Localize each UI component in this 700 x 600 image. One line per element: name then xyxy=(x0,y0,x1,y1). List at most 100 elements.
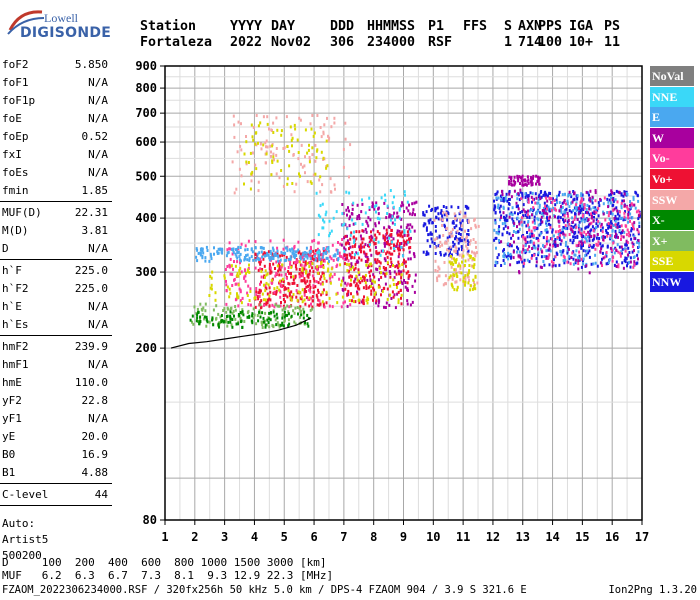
data-point xyxy=(368,262,371,266)
data-point xyxy=(287,257,290,261)
data-point xyxy=(274,274,277,278)
data-point xyxy=(339,263,342,267)
data-point xyxy=(455,272,458,276)
data-point xyxy=(553,199,556,202)
data-point xyxy=(321,271,324,275)
data-point xyxy=(558,263,561,267)
data-point xyxy=(442,205,445,208)
data-point xyxy=(344,300,346,304)
data-point xyxy=(437,265,440,269)
data-point xyxy=(347,293,350,296)
data-point xyxy=(348,253,351,257)
data-point xyxy=(609,246,612,250)
data-point xyxy=(389,284,392,288)
data-point xyxy=(385,301,388,305)
data-point xyxy=(368,270,371,274)
data-point xyxy=(227,250,230,254)
data-point xyxy=(302,312,305,316)
data-point xyxy=(353,230,355,234)
data-point xyxy=(594,199,597,203)
data-point xyxy=(588,271,591,275)
data-point xyxy=(301,288,304,292)
data-point xyxy=(317,241,320,245)
data-point xyxy=(611,259,614,263)
data-point xyxy=(582,259,584,263)
data-point xyxy=(502,249,505,253)
data-point xyxy=(619,231,622,235)
data-point xyxy=(308,265,311,269)
data-point xyxy=(636,253,639,257)
data-point xyxy=(243,275,246,279)
data-point xyxy=(354,284,357,288)
data-point xyxy=(593,234,596,238)
data-point xyxy=(365,219,368,223)
data-point xyxy=(359,276,362,280)
data-point xyxy=(198,321,201,325)
data-point xyxy=(524,240,527,244)
data-point xyxy=(259,258,262,262)
data-point xyxy=(256,252,259,256)
data-point xyxy=(412,252,415,256)
data-point xyxy=(403,258,405,262)
data-point xyxy=(580,242,583,246)
data-point xyxy=(580,257,583,261)
data-point xyxy=(367,216,370,220)
data-point xyxy=(350,255,353,259)
data-point xyxy=(591,201,594,205)
data-point xyxy=(627,231,630,235)
data-point xyxy=(623,259,626,262)
data-point xyxy=(280,133,283,137)
data-point xyxy=(371,279,374,283)
data-point xyxy=(336,249,339,252)
data-point xyxy=(368,264,371,268)
data-point xyxy=(348,269,350,273)
data-point xyxy=(306,253,309,257)
data-point xyxy=(234,252,237,256)
data-point xyxy=(393,276,396,280)
data-point xyxy=(306,279,309,283)
data-point xyxy=(395,272,398,276)
data-point xyxy=(573,192,576,196)
data-point xyxy=(629,256,632,260)
data-point xyxy=(500,194,502,198)
data-point xyxy=(264,325,267,329)
data-point xyxy=(294,127,297,131)
data-point xyxy=(456,285,459,289)
data-point xyxy=(630,202,633,206)
data-point xyxy=(231,325,234,329)
data-point xyxy=(630,237,633,241)
data-point xyxy=(272,121,275,125)
data-point xyxy=(323,123,326,127)
data-point xyxy=(273,287,276,291)
data-point xyxy=(372,203,374,207)
data-point xyxy=(498,206,501,210)
data-point xyxy=(406,230,409,234)
data-point xyxy=(263,303,265,307)
data-point xyxy=(296,306,299,309)
data-point xyxy=(550,197,553,201)
data-point xyxy=(269,266,272,270)
data-point xyxy=(529,240,532,244)
parameter-name: h`E xyxy=(2,300,22,313)
data-point xyxy=(601,264,603,267)
data-point xyxy=(559,242,562,246)
data-point xyxy=(347,241,350,245)
data-point xyxy=(582,234,585,238)
data-point xyxy=(612,255,615,259)
header-label: P1 xyxy=(428,19,445,34)
data-point xyxy=(582,249,585,253)
data-point xyxy=(314,252,317,256)
data-point xyxy=(583,240,586,244)
parameter-row: h`Es N/A xyxy=(0,316,112,334)
data-point xyxy=(404,260,407,264)
data-point xyxy=(379,261,382,265)
data-point xyxy=(558,224,561,228)
data-point xyxy=(599,242,602,246)
data-point xyxy=(233,135,236,139)
data-point xyxy=(581,193,584,197)
data-point xyxy=(389,257,392,261)
data-point xyxy=(494,218,497,222)
data-point xyxy=(286,177,289,181)
data-point xyxy=(238,167,241,171)
data-point xyxy=(269,318,272,322)
